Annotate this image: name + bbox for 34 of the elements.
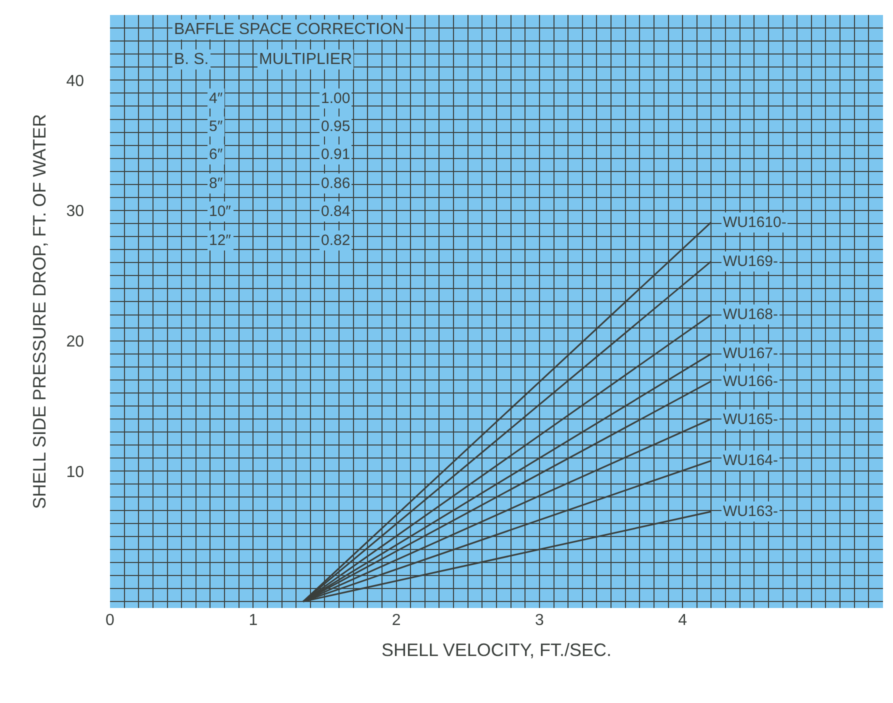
annotation: 0.82	[321, 232, 350, 249]
x-tick-label: 2	[392, 612, 401, 629]
annotation: 0.86	[321, 175, 350, 192]
x-tick-label: 4	[678, 612, 688, 629]
y-axis-title: SHELL SIDE PRESSURE DROP, FT. OF WATER	[29, 114, 50, 510]
x-tick-label: 0	[106, 612, 115, 629]
annotation: 8″	[209, 175, 224, 192]
annotation: 12″	[209, 232, 232, 249]
y-tick-label: 10	[66, 464, 84, 481]
x-tick-label: 1	[248, 612, 258, 629]
series-label: WU166-	[723, 373, 778, 390]
annotation: 4″	[209, 90, 224, 107]
annotation: MULTIPLIER	[259, 51, 352, 68]
annotation: 0.95	[321, 118, 350, 135]
y-tick-label: 30	[66, 203, 84, 220]
annotation: 1.00	[321, 90, 350, 107]
y-tick-label: 20	[66, 333, 84, 350]
series-label: WU1610-	[723, 214, 786, 231]
annotation: 0.84	[321, 203, 350, 220]
annotation: 0.91	[321, 146, 350, 163]
x-axis-title: SHELL VELOCITY, FT./SEC.	[381, 640, 612, 660]
series-label: WU167-	[723, 345, 778, 362]
series-label: WU163-	[723, 503, 778, 520]
annotation: BAFFLE SPACE CORRECTION	[174, 21, 404, 38]
series-label: WU165-	[723, 411, 778, 428]
annotation: B. S.	[174, 51, 209, 68]
annotation: 6″	[209, 146, 224, 163]
x-tick-label: 3	[534, 612, 544, 629]
series-label: WU168-	[723, 306, 778, 323]
series-label: WU164-	[723, 452, 778, 469]
annotation: 5″	[209, 118, 224, 135]
series-label: WU169-	[723, 253, 778, 270]
y-tick-label: 40	[66, 72, 84, 90]
annotation: 10″	[209, 203, 232, 220]
